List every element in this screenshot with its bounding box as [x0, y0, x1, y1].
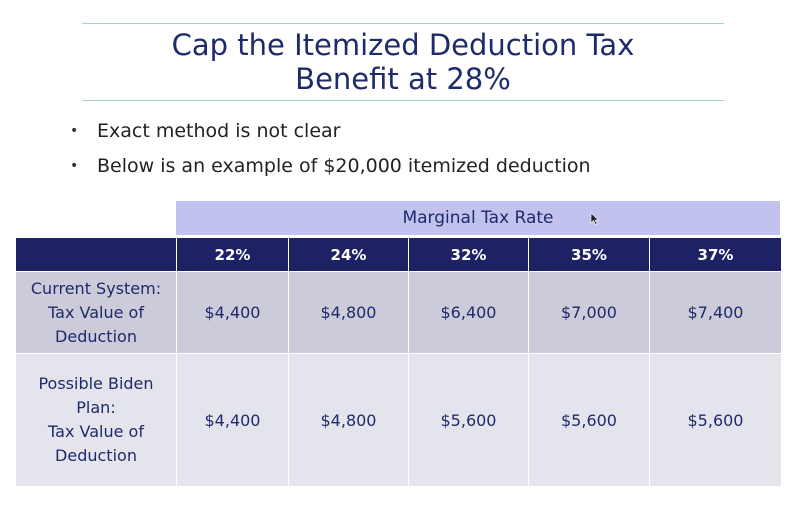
table-cell: $7,000 [528, 271, 650, 354]
table-cell: $6,400 [408, 271, 529, 354]
row-label-line: Current System: [30, 278, 162, 298]
table-cell: $4,800 [288, 353, 409, 487]
column-header: 22% [176, 237, 289, 272]
row-label-line: Deduction [55, 326, 137, 346]
column-header: 35% [528, 237, 650, 272]
table-cell: $4,400 [176, 271, 289, 354]
bullet-text: Below is an example of $20,000 itemized … [97, 155, 591, 177]
deduction-table: 22% 24% 32% 35% 37% Current System: Tax … [15, 237, 782, 487]
row-label-line: Possible Biden [38, 374, 154, 393]
table-row-biden-plan: Possible Biden Plan: Tax Value of Deduct… [15, 353, 782, 487]
marginal-tax-rate-header: Marginal Tax Rate [176, 201, 780, 235]
row-label-line: Plan: [76, 398, 116, 417]
table-cell: $4,800 [288, 271, 409, 354]
column-header: 32% [408, 237, 529, 272]
column-header: 37% [649, 237, 782, 272]
table-row-current-system: Current System: Tax Value of Deduction $… [15, 271, 782, 354]
table-cell: $5,600 [408, 353, 529, 487]
mouse-pointer-icon [590, 213, 600, 225]
table-cell: $5,600 [649, 353, 782, 487]
bullet-item: • Exact method is not clear [70, 117, 591, 152]
row-label-line: Deduction [55, 446, 137, 465]
table-corner-cell [15, 237, 177, 272]
marginal-tax-rate-label: Marginal Tax Rate [402, 208, 554, 228]
table-header-row: 22% 24% 32% 35% 37% [15, 237, 782, 272]
bullet-item: • Below is an example of $20,000 itemize… [70, 152, 591, 187]
slide-title-line-1: Cap the Itemized Deduction Tax [171, 28, 635, 62]
row-label-line: Tax Value of [48, 302, 144, 322]
bullet-list: • Exact method is not clear • Below is a… [70, 117, 591, 187]
bullet-text: Exact method is not clear [97, 120, 341, 142]
title-bottom-rule [82, 100, 724, 101]
column-header: 24% [288, 237, 409, 272]
table-cell: $7,400 [649, 271, 782, 354]
bullet-dot-icon: • [70, 158, 79, 174]
row-label: Possible Biden Plan: Tax Value of Deduct… [15, 353, 177, 487]
row-label: Current System: Tax Value of Deduction [15, 271, 177, 354]
slide-title-line-2: Benefit at 28% [295, 62, 511, 96]
slide-title: Cap the Itemized Deduction Tax Benefit a… [82, 28, 724, 96]
table-cell: $5,600 [528, 353, 650, 487]
bullet-dot-icon: • [70, 123, 79, 139]
table-cell: $4,400 [176, 353, 289, 487]
row-label-line: Tax Value of [48, 422, 144, 441]
title-top-rule [82, 23, 724, 24]
